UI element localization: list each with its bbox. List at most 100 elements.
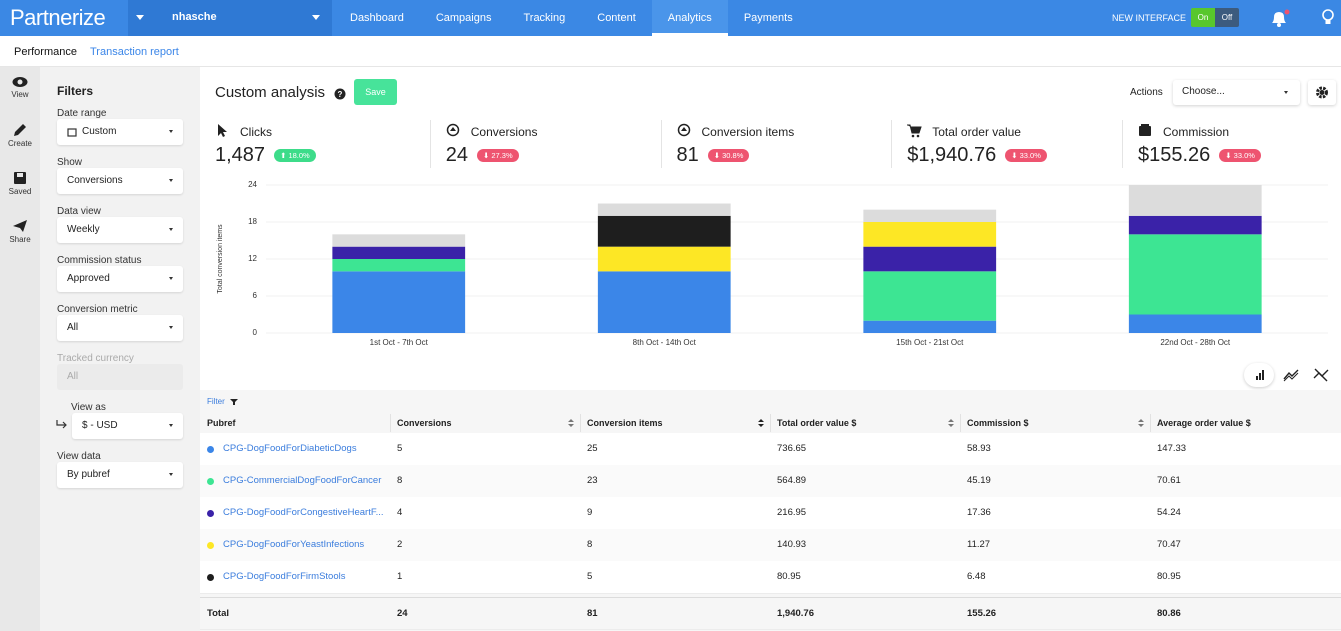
subnav-transaction-report[interactable]: Transaction report [90,46,179,58]
select-text: Weekly [67,224,100,235]
interface-toggle[interactable]: On Off [1191,8,1239,27]
rail-create[interactable]: Create [0,123,40,148]
bar-icon [1256,370,1264,380]
rail-label: View [11,90,29,99]
nav-item[interactable]: Payments [743,12,793,24]
total-cell: 1,940.76 [777,608,814,619]
actions-select[interactable]: Choose... [1173,80,1300,105]
column-separator [770,414,771,432]
settings-button[interactable] [1308,80,1336,105]
new-interface-label: NEW INTERFACE [1112,13,1187,23]
rail-share[interactable]: Share [0,219,40,244]
notifications-icon[interactable] [1269,8,1291,28]
caret [169,277,173,280]
filter-select[interactable]: All [57,315,183,341]
toggle-on[interactable]: On [1191,8,1215,27]
top-bar: Partnerize nhasche Dashboard Campaigns Tra… [0,0,1341,36]
row-dot [207,510,214,517]
filter-link[interactable]: Filter [207,397,238,406]
y-tick-label: 18 [248,217,257,226]
caret [169,326,173,329]
sort-shape [758,419,764,427]
chart: 0 6 12 18 24 Total conversion items 1st Oct - … [217,180,1328,347]
row-dot [207,542,214,549]
arrow-shape [56,420,67,429]
kpi-change: 33.0% [1219,149,1261,162]
nav-item[interactable]: Tracking [523,12,566,24]
cell: 9 [587,507,593,518]
filter-select[interactable]: Approved [57,266,183,292]
svg-text:?: ? [338,90,343,99]
bar-segment [863,320,997,333]
bar-segment [1128,314,1262,333]
filter-select[interactable]: By pubref [57,462,183,488]
caret [169,228,173,231]
nav-list: Dashboard Campaigns Tracking Content Analyti… [334,0,809,36]
x-tick-label: 22nd Oct - 28th Oct [1160,338,1231,347]
pubref-link[interactable]: CPG-CommercialDogFoodForCancer [223,475,382,486]
sort-icon[interactable] [757,418,765,428]
cell: 54.24 [1157,507,1181,518]
y-tick-label: 12 [248,254,257,263]
pubref-link[interactable]: CPG-DogFoodForCongestiveHeartF... [223,507,384,518]
link-arrow-icon [56,420,67,429]
save-button[interactable]: Save [354,79,397,105]
calendar-shape [67,128,77,137]
actions-label: Actions [1130,87,1163,98]
rail-view[interactable]: View [0,76,40,99]
kpi-change: 30.8% [707,149,750,162]
user-name: nhasche [172,11,217,23]
sort-icon[interactable] [1137,418,1145,428]
cell: 11.27 [967,539,991,550]
x-tick-label: 1st Oct - 7th Oct [370,338,429,347]
kpi-value: 81 [676,144,699,166]
bar-chart-toggle[interactable] [1244,363,1274,387]
toggle-off[interactable]: Off [1215,8,1239,27]
bar-segment [863,271,997,321]
select-text: Approved [67,273,110,284]
select-text: Conversions [67,175,123,186]
kpi-divider [429,120,431,168]
pubref-link[interactable]: CPG-DogFoodForFirmStools [223,571,346,582]
caret [1284,91,1288,94]
hide-chart-toggle[interactable] [1312,367,1330,383]
column-header[interactable]: Commission $ [967,418,1029,428]
pubref-link[interactable]: CPG-DogFoodForDiabeticDogs [223,443,357,454]
sort-icon[interactable] [567,418,575,428]
user-dropdown[interactable]: nhasche [128,0,332,36]
logo[interactable]: Partnerize [10,5,106,30]
bar-segment [1128,185,1262,216]
eye-icon [12,77,28,87]
line-chart-toggle[interactable] [1282,367,1300,383]
sort-icon[interactable] [947,418,955,428]
filter-select[interactable]: Conversions [57,168,183,194]
rail-saved[interactable]: Saved [0,171,40,196]
cell: 216.95 [777,507,807,518]
filter-select[interactable]: Custom [57,119,183,145]
nav-item[interactable]: Analytics [651,0,728,36]
filter-select[interactable]: $ - USD [56,413,183,439]
sub-nav: Performance Transaction report [0,36,1341,67]
nav-item[interactable]: Campaigns [435,12,492,24]
nav-item[interactable]: Dashboard [350,12,404,24]
select-text: Custom [82,126,117,137]
subnav-performance[interactable]: Performance [14,46,77,58]
column-header[interactable]: Conversion items [587,418,663,428]
column-header[interactable]: Average order value $ [1157,418,1251,428]
nav-item[interactable]: Content [597,12,636,24]
filter-label: Date range [57,108,107,119]
row-dot [207,478,214,485]
share-icon [13,220,27,232]
kpi-value-row: $1,940.76 33.0% [907,144,1047,167]
pubref-link[interactable]: CPG-DogFoodForYeastInfections [223,539,365,550]
help-bulb-icon[interactable] [1321,8,1335,28]
column-header[interactable]: Conversions [397,418,452,428]
funnel-shape [230,399,238,405]
filter-select[interactable]: Weekly [57,217,183,243]
filters-title: Filters [57,84,94,98]
help-icon[interactable]: ? [334,88,346,100]
column-header[interactable]: Total order value $ [777,418,857,428]
select-text: All [67,322,79,333]
